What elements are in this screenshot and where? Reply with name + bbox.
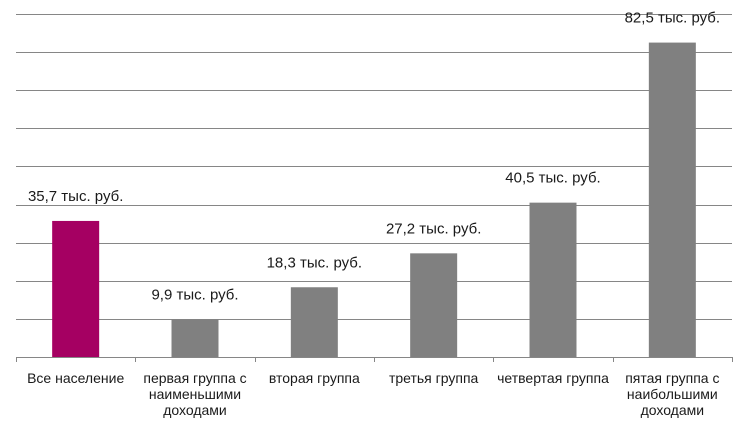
- bar-value-label: 9,9 тыс. руб.: [151, 286, 238, 303]
- bar-value-label: 27,2 тыс. руб.: [386, 220, 481, 237]
- category-label: четвертая группа: [497, 370, 609, 386]
- bar: [648, 42, 696, 357]
- bar-value-label: 40,5 тыс. руб.: [505, 170, 600, 187]
- bar: [410, 253, 458, 357]
- category-label: вторая группа: [268, 370, 360, 386]
- bars: [52, 42, 696, 357]
- category-label: третья группа: [388, 370, 479, 386]
- bar: [529, 202, 577, 357]
- bar-value-label: 82,5 тыс. руб.: [625, 10, 720, 27]
- data-labels: 35,7 тыс. руб. 9,9 тыс. руб. 18,3 тыс. руб…: [28, 10, 720, 304]
- bar: [171, 319, 219, 357]
- category-label: пятая группа с наибольшими доходами: [625, 370, 720, 418]
- category-label: Все население: [27, 370, 125, 386]
- bar: [52, 220, 100, 357]
- gridlines: [16, 14, 733, 362]
- bar-value-label: 18,3 тыс. руб.: [267, 254, 362, 271]
- category-label: первая группа с наименьшими доходами: [143, 370, 247, 418]
- bar: [290, 287, 338, 357]
- bar-value-label: 35,7 тыс. руб.: [28, 188, 123, 205]
